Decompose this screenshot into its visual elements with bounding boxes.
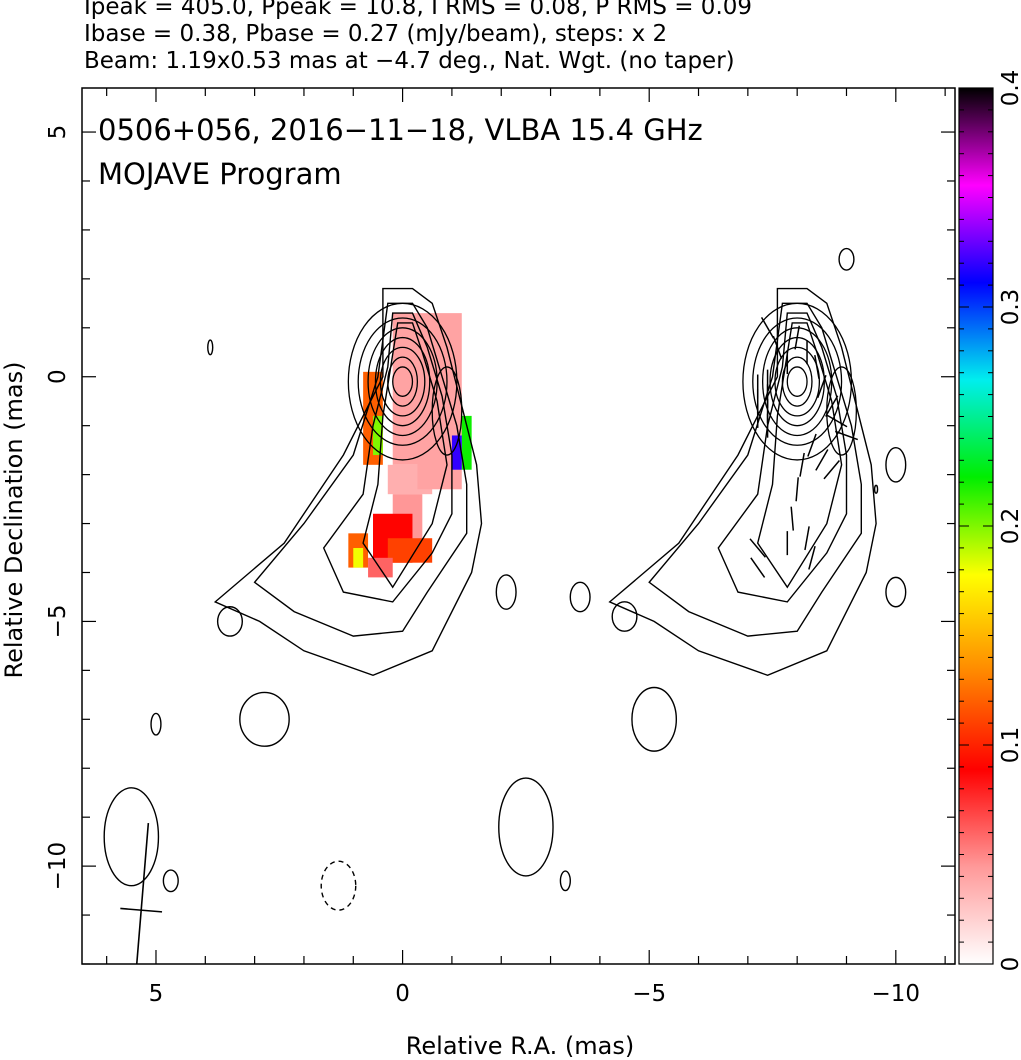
evpa-tick [790, 506, 795, 531]
right-contour-blob_a [826, 366, 858, 456]
polarization-patch [451, 435, 462, 470]
right-contour-outer2 [648, 302, 862, 637]
y-tick-label: −10 [45, 842, 71, 891]
stats-line-beam: Beam: 1.19x0.53 mas at −4.7 deg., Nat. W… [84, 48, 735, 74]
noise-contour [559, 870, 571, 892]
right-contour-mid2 [756, 322, 843, 589]
left-contour-blob_a [431, 366, 463, 456]
right-contour-core_rings [752, 317, 843, 446]
y-tick-label: 0 [45, 369, 71, 384]
noise-contour [103, 787, 160, 887]
left-contour-outer1 [213, 287, 483, 677]
colorbar-tick-label: 0.2 [998, 508, 1021, 545]
left-contour-outer2 [253, 302, 468, 637]
evpa-tick [817, 374, 827, 399]
plot-program-label: MOJAVE Program [98, 157, 342, 191]
left-contour-core_rings [392, 366, 414, 397]
noise-contour [162, 869, 179, 893]
contour-layer [103, 247, 907, 964]
evpa-tick [814, 355, 820, 379]
colorbar-tick-label: 0.4 [998, 70, 1021, 107]
right-contour-core_rings [761, 327, 833, 437]
right-contour-core_rings [742, 302, 853, 461]
y-tick-label: 5 [45, 125, 71, 140]
evpa-tick [772, 335, 783, 359]
right-contour-core_rings [774, 346, 821, 417]
polarization-patch [368, 557, 393, 578]
right-contour-core_rings [786, 366, 808, 397]
right-contour-mid1 [717, 312, 848, 603]
beam-minor-axis [120, 907, 163, 913]
x-tick-label: −5 [632, 981, 666, 1007]
x-axis-label: Relative R.A. (mas) [406, 1032, 634, 1060]
left-contour-mid1 [322, 312, 453, 603]
x-tick-label: 0 [395, 981, 410, 1007]
evpa-tick [804, 526, 810, 551]
axis-ticks: 5 0 −5 −10 5 0 −5 −10 [45, 88, 955, 1007]
evpa-tick [799, 452, 805, 477]
right-contour-outer1 [608, 287, 877, 677]
noise-contour [320, 860, 357, 911]
evpa-tick [807, 433, 817, 457]
noise-contour [873, 484, 879, 494]
polarization-patch [353, 548, 364, 568]
evpa-tick [795, 477, 799, 502]
left-contour-core_rings [347, 302, 458, 461]
colorbar-tick-label: 0.3 [998, 289, 1021, 326]
evpa-tick [834, 430, 859, 441]
evpa-vector-layer [749, 317, 859, 578]
left-contour-core_rings [357, 317, 448, 446]
noise-contour [611, 601, 638, 632]
noise-contour [569, 581, 591, 613]
evpa-tick [794, 325, 800, 350]
stats-line-peak-rms: Ipeak = 405.0, Ppeak = 10.8, I RMS = 0.0… [84, 0, 753, 20]
left-contour-core_rings [379, 346, 426, 417]
y-tick-label: −5 [45, 604, 71, 638]
noise-contour [885, 446, 907, 483]
noise-contour [495, 574, 517, 610]
noise-contour [207, 339, 214, 356]
x-tick-label: −10 [872, 981, 921, 1007]
noise-contour [631, 686, 678, 752]
left-contour-core_rings [387, 356, 419, 407]
evpa-tick [808, 546, 816, 570]
noise-contour [216, 606, 243, 637]
evpa-tick [815, 449, 829, 471]
x-tick-label: 5 [149, 981, 164, 1007]
left-contour-core_rings [367, 327, 438, 437]
noise-contour [838, 247, 855, 271]
evpa-tick [825, 414, 848, 428]
evpa-tick [823, 460, 840, 480]
evpa-tick [750, 557, 766, 578]
polarization-patch [461, 415, 472, 470]
right-contour-core_rings [781, 356, 813, 407]
evpa-tick [749, 538, 766, 558]
plot-frame [81, 87, 956, 965]
left-contour-core_rings [374, 336, 431, 427]
plot-source-title: 0506+056, 2016−11−18, VLBA 15.4 GHz [98, 113, 703, 147]
noise-contour [239, 691, 290, 747]
colorbar-tick-label: 0.1 [998, 727, 1021, 764]
colorbar-tick-label: 0 [998, 957, 1021, 972]
evpa-tick [760, 317, 775, 339]
evpa-tick [825, 395, 839, 417]
y-axis-label: Relative Declination (mas) [0, 361, 28, 678]
colorbar-ticks: 0 0.1 0.2 0.3 0.4 [959, 70, 1021, 972]
noise-contour [885, 576, 907, 608]
left-contour-mid2 [362, 322, 448, 589]
stats-line-base-steps: Ibase = 0.38, Pbase = 0.27 (mJy/beam), s… [84, 21, 668, 47]
noise-contour [150, 712, 162, 736]
noise-contour [498, 777, 554, 877]
